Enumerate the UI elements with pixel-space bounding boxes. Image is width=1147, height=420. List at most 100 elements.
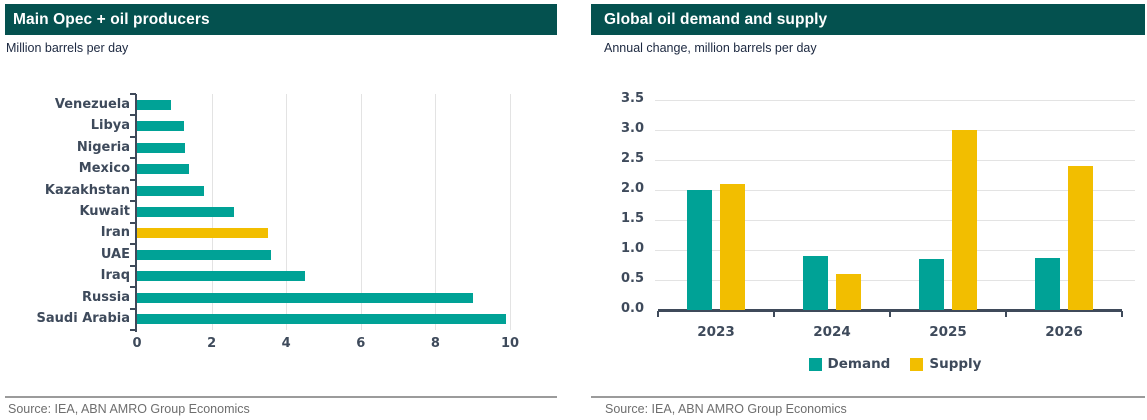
chart-legend: Demand Supply bbox=[655, 356, 1135, 372]
y-axis-tick bbox=[130, 264, 136, 267]
x-axis-tick bbox=[1121, 311, 1123, 317]
opec-horizontal-bar-chart: 0 2 4 6 8 10 Venezuela Libya Nigeria Mexico Kazakh… bbox=[5, 4, 557, 416]
category-label-kuwait: Kuwait bbox=[79, 204, 130, 219]
bar-demand-2024 bbox=[803, 256, 828, 310]
x-tick-label-6: 6 bbox=[356, 336, 366, 351]
y-axis-tick bbox=[130, 286, 136, 289]
gridline-x-4 bbox=[286, 94, 288, 330]
bar-supply-2024 bbox=[836, 274, 861, 310]
gridline-y-1.5 bbox=[655, 220, 1135, 221]
bar-uae bbox=[137, 249, 272, 260]
source-text: Source: IEA, ABN AMRO Group Economics bbox=[605, 402, 847, 416]
bar-saudi-arabia bbox=[137, 314, 507, 325]
y-axis-tick bbox=[130, 114, 136, 117]
legend-swatch-supply bbox=[910, 357, 924, 371]
category-label-iran: Iran bbox=[100, 225, 130, 241]
chart-panel-demand-supply: Global oil demand and supply Annual chan… bbox=[591, 4, 1145, 416]
x-tick-label-2: 2 bbox=[207, 336, 217, 351]
bar-supply-2023 bbox=[720, 184, 745, 310]
y-axis-tick bbox=[130, 200, 136, 203]
y-tick-label-3.0: 3.0 bbox=[620, 121, 644, 136]
category-label-venezuela: Venezuela bbox=[54, 96, 130, 112]
y-axis-tick bbox=[130, 135, 136, 138]
gridline-x-10 bbox=[510, 94, 511, 330]
bar-venezuela bbox=[137, 99, 171, 110]
x-tick-label-0: 0 bbox=[132, 336, 142, 351]
x-axis-tick bbox=[773, 311, 775, 317]
legend-item-supply: Supply bbox=[910, 356, 981, 372]
x-category-label-2024: 2024 bbox=[813, 324, 851, 340]
x-axis-tick bbox=[889, 311, 891, 317]
y-tick-label-1.5: 1.5 bbox=[620, 211, 644, 226]
x-axis-tick bbox=[657, 311, 659, 317]
legend-label-demand: Demand bbox=[827, 356, 891, 372]
x-axis-line bbox=[658, 309, 1122, 312]
gridline-y-3.0 bbox=[655, 130, 1135, 131]
chart-title-banner: Main Opec + oil producers bbox=[5, 4, 557, 35]
category-label-iraq: Iraq bbox=[100, 268, 130, 284]
legend-item-demand: Demand bbox=[808, 356, 891, 372]
x-category-label-2023: 2023 bbox=[697, 324, 735, 340]
source-divider-line bbox=[5, 396, 557, 398]
bar-libya bbox=[137, 121, 184, 132]
y-axis-tick bbox=[130, 307, 136, 310]
category-label-mexico: Mexico bbox=[78, 161, 130, 177]
gridline-y-3.5 bbox=[655, 100, 1135, 101]
chart-subtitle: Million barrels per day bbox=[6, 41, 129, 55]
chart-title: Main Opec + oil producers bbox=[13, 11, 210, 28]
bar-demand-2026 bbox=[1035, 257, 1060, 310]
y-tick-label-0.0: 0.0 bbox=[620, 301, 644, 316]
category-label-russia: Russia bbox=[82, 289, 130, 305]
y-axis-tick bbox=[130, 221, 136, 224]
y-tick-label-0.5: 0.5 bbox=[620, 271, 644, 286]
y-tick-label-3.5: 3.5 bbox=[620, 91, 644, 106]
x-tick-label-8: 8 bbox=[430, 336, 440, 351]
legend-swatch-demand bbox=[808, 357, 822, 371]
y-axis-tick bbox=[130, 243, 136, 246]
bar-demand-2025 bbox=[919, 259, 944, 310]
source-text: Source: IEA, ABN AMRO Group Economics bbox=[8, 402, 250, 416]
chart-subtitle: Annual change, million barrels per day bbox=[604, 41, 817, 55]
chart-title: Global oil demand and supply bbox=[604, 11, 828, 28]
y-axis-tick bbox=[130, 329, 136, 331]
x-category-label-2026: 2026 bbox=[1045, 324, 1083, 340]
y-axis-tick bbox=[130, 178, 136, 181]
gridline-y-0.5 bbox=[655, 280, 1135, 281]
bar-iran bbox=[137, 228, 268, 239]
y-tick-label-2.0: 2.0 bbox=[620, 181, 644, 196]
gridline-x-6 bbox=[360, 94, 362, 330]
bar-russia bbox=[137, 292, 473, 303]
gridline-y-1.0 bbox=[655, 250, 1135, 251]
gridline-y-2.0 bbox=[655, 190, 1135, 191]
bar-kuwait bbox=[137, 207, 234, 217]
x-tick-label-4: 4 bbox=[281, 336, 291, 351]
y-axis-tick bbox=[130, 157, 136, 160]
category-label-saudi-arabia: Saudi Arabia bbox=[36, 311, 130, 327]
x-tick-label-10: 10 bbox=[500, 336, 520, 351]
gridline-x-8 bbox=[435, 94, 437, 330]
bar-supply-2025 bbox=[952, 130, 977, 310]
bar-kazakhstan bbox=[137, 185, 205, 196]
x-axis-tick bbox=[1005, 311, 1007, 317]
bar-supply-2026 bbox=[1068, 166, 1093, 310]
bar-nigeria bbox=[137, 142, 186, 153]
gridline-y-2.5 bbox=[655, 160, 1135, 161]
category-label-uae: UAE bbox=[100, 246, 130, 262]
category-label-nigeria: Nigeria bbox=[76, 139, 130, 155]
category-label-libya: Libya bbox=[90, 118, 130, 134]
chart-panel-opec-producers: Main Opec + oil producers Million barrel… bbox=[5, 4, 557, 416]
y-axis-line bbox=[135, 94, 137, 332]
x-category-label-2025: 2025 bbox=[929, 324, 967, 340]
bar-iraq bbox=[137, 271, 305, 282]
legend-label-supply: Supply bbox=[929, 356, 982, 372]
chart-title-banner: Global oil demand and supply bbox=[591, 4, 1145, 35]
source-divider-line bbox=[591, 396, 1145, 398]
demand-supply-grouped-bar-chart: 0.0 0.5 1.0 1.5 2.0 2.5 3.0 3.5 2023 2024 2025 2026 bbox=[591, 4, 1145, 416]
y-tick-label-2.5: 2.5 bbox=[620, 151, 644, 166]
y-axis-tick bbox=[130, 93, 136, 95]
bar-mexico bbox=[137, 164, 190, 175]
y-tick-label-1.0: 1.0 bbox=[620, 241, 644, 256]
category-label-kazakhstan: Kazakhstan bbox=[44, 182, 130, 198]
bar-demand-2023 bbox=[687, 190, 712, 310]
